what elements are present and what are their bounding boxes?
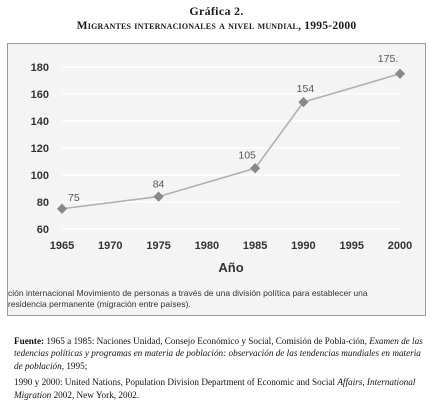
data-label: 75	[68, 192, 80, 204]
chart-panel: 60 80 100 120 140 160 180 1965 1970 1975 1980 1985 1…	[7, 43, 426, 316]
data-label: 84	[153, 179, 165, 191]
x-tick-label: 1975	[146, 240, 170, 252]
data-point	[153, 191, 164, 202]
x-tick-label: 1995	[339, 240, 363, 252]
y-tick-label: 80	[37, 197, 49, 209]
x-tick-label: 1965	[50, 240, 74, 252]
x-tick-label: 1985	[243, 240, 267, 252]
source-note: Fuente: 1965 a 1985: Naciones Unidad, Co…	[14, 335, 427, 405]
data-label: 105	[238, 149, 256, 161]
source-text: 1965 a 1985: Naciones Unidad, Consejo Ec…	[44, 336, 370, 346]
source-publication-title: Affairs, International Migration	[14, 377, 416, 400]
source-label: Fuente:	[14, 336, 45, 346]
source-text: , 1995;	[61, 360, 88, 371]
chart-note-line-1: ción internacional Movimiento de persona…	[8, 288, 368, 298]
y-tick-label: 140	[31, 116, 49, 128]
source-paragraph-1: Fuente: 1965 a 1985: Naciones Unidad, Co…	[14, 335, 427, 372]
source-publication-title: Examen de las tedencias políticas y prog…	[14, 336, 423, 371]
source-text: 2002, New York, 2002.	[51, 389, 140, 400]
x-tick-label: 1990	[291, 240, 315, 252]
x-tick-label: 1970	[98, 240, 122, 252]
data-label: 154	[297, 83, 315, 95]
source-text: 1990 y 2000: United Nations, Population …	[14, 377, 338, 388]
x-axis-title: Año	[218, 260, 243, 275]
data-point	[394, 68, 406, 79]
x-tick-label: 2000	[388, 240, 412, 252]
chart-note: ción internacional Movimiento de persona…	[8, 288, 425, 310]
y-tick-label: 160	[31, 89, 49, 101]
chart-note-line-2: residencia permanente (migración entre p…	[8, 299, 191, 309]
data-point	[56, 203, 68, 214]
figure-title: Migrantes internacionales a nivel mundia…	[76, 19, 357, 32]
y-tick-label: 120	[31, 143, 49, 155]
y-tick-label: 60	[37, 224, 49, 236]
line-chart: 60 80 100 120 140 160 180 1965 1970 1975 1980 1985 1…	[31, 53, 413, 275]
figure-number: Gráfica 2.	[189, 4, 244, 18]
data-label: 175.	[378, 53, 398, 65]
x-tick-label: 1980	[195, 240, 219, 252]
y-tick-label: 180	[31, 62, 49, 74]
y-tick-label: 100	[31, 170, 49, 182]
source-paragraph-2: 1990 y 2000: United Nations, Population …	[14, 376, 427, 401]
